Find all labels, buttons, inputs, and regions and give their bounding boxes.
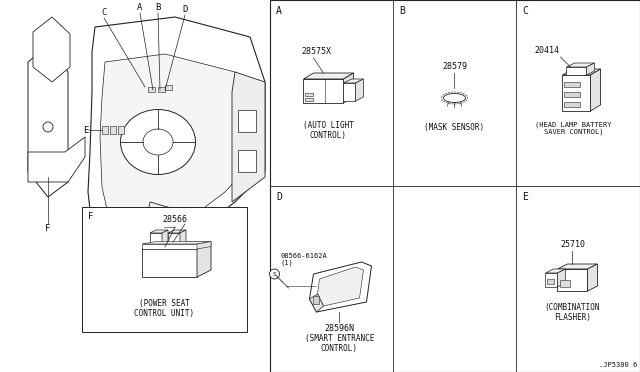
Polygon shape bbox=[344, 83, 355, 101]
Polygon shape bbox=[563, 75, 591, 111]
Polygon shape bbox=[33, 17, 70, 82]
Polygon shape bbox=[232, 72, 265, 202]
Text: D: D bbox=[182, 5, 188, 14]
Circle shape bbox=[269, 269, 280, 279]
Polygon shape bbox=[557, 264, 598, 269]
Bar bbox=[238, 110, 256, 132]
Bar bbox=[148, 87, 155, 92]
Text: 25710: 25710 bbox=[560, 240, 585, 249]
Polygon shape bbox=[355, 79, 364, 101]
Polygon shape bbox=[310, 294, 323, 312]
Text: 08566-6162A
(1): 08566-6162A (1) bbox=[280, 253, 327, 266]
Text: 28596N: 28596N bbox=[324, 324, 355, 333]
Polygon shape bbox=[142, 244, 197, 249]
Text: C: C bbox=[522, 6, 528, 16]
Text: (AUTO LIGHT
CONTROL): (AUTO LIGHT CONTROL) bbox=[303, 121, 354, 140]
Polygon shape bbox=[28, 137, 85, 182]
Text: (MASK SENSOR): (MASK SENSOR) bbox=[424, 123, 484, 132]
Polygon shape bbox=[168, 233, 180, 249]
Polygon shape bbox=[317, 267, 364, 306]
Text: S: S bbox=[273, 272, 276, 276]
Polygon shape bbox=[303, 73, 353, 79]
Polygon shape bbox=[310, 262, 371, 312]
Circle shape bbox=[43, 122, 53, 132]
Text: 20414: 20414 bbox=[534, 46, 559, 55]
Text: 28579: 28579 bbox=[442, 62, 467, 71]
Text: (COMBINATION
FLASHER): (COMBINATION FLASHER) bbox=[545, 303, 600, 323]
Polygon shape bbox=[557, 269, 588, 291]
Bar bbox=[564, 82, 580, 87]
Polygon shape bbox=[150, 230, 168, 233]
Polygon shape bbox=[197, 242, 211, 277]
Bar bbox=[110, 126, 116, 134]
Text: B: B bbox=[156, 3, 161, 12]
Bar bbox=[158, 87, 165, 92]
Bar bbox=[305, 97, 314, 101]
Text: D: D bbox=[276, 192, 282, 202]
Polygon shape bbox=[88, 17, 265, 260]
Polygon shape bbox=[591, 69, 600, 111]
Polygon shape bbox=[303, 79, 344, 103]
Polygon shape bbox=[566, 63, 595, 67]
Polygon shape bbox=[142, 242, 211, 249]
Ellipse shape bbox=[120, 109, 195, 174]
Polygon shape bbox=[100, 54, 248, 228]
Polygon shape bbox=[344, 79, 364, 83]
Bar bbox=[305, 93, 314, 96]
Polygon shape bbox=[586, 63, 595, 75]
Polygon shape bbox=[545, 269, 566, 273]
Polygon shape bbox=[28, 44, 68, 197]
Bar bbox=[270, 0, 640, 372]
Polygon shape bbox=[566, 67, 586, 75]
Polygon shape bbox=[168, 230, 186, 233]
Text: C: C bbox=[101, 8, 107, 17]
Text: 28566: 28566 bbox=[162, 215, 187, 224]
Text: B: B bbox=[399, 6, 405, 16]
Text: E: E bbox=[83, 125, 88, 135]
Bar bbox=[102, 126, 108, 134]
Text: 28575X: 28575X bbox=[301, 47, 332, 56]
Text: (SMART ENTRANCE
CONTROL): (SMART ENTRANCE CONTROL) bbox=[305, 334, 374, 353]
Ellipse shape bbox=[444, 93, 465, 103]
Text: E: E bbox=[522, 192, 528, 202]
Polygon shape bbox=[545, 273, 557, 287]
Bar bbox=[561, 280, 570, 287]
Polygon shape bbox=[150, 233, 162, 249]
Bar bbox=[564, 92, 580, 97]
Polygon shape bbox=[197, 241, 211, 249]
Bar bbox=[165, 85, 172, 90]
Ellipse shape bbox=[143, 129, 173, 155]
Text: A: A bbox=[276, 6, 282, 16]
Polygon shape bbox=[588, 264, 598, 291]
Polygon shape bbox=[142, 241, 211, 244]
Text: A: A bbox=[138, 3, 143, 12]
Polygon shape bbox=[162, 230, 168, 249]
Bar bbox=[238, 150, 256, 172]
Polygon shape bbox=[557, 269, 566, 287]
Polygon shape bbox=[180, 230, 186, 249]
Polygon shape bbox=[563, 69, 600, 75]
Bar bbox=[564, 102, 580, 107]
Polygon shape bbox=[142, 249, 197, 277]
Bar bbox=[547, 279, 554, 284]
Text: .JP5300 6: .JP5300 6 bbox=[599, 362, 637, 368]
Text: F: F bbox=[88, 212, 93, 221]
Polygon shape bbox=[145, 202, 220, 254]
Bar bbox=[82, 207, 247, 332]
Polygon shape bbox=[344, 73, 353, 103]
Bar bbox=[118, 126, 124, 134]
Text: (POWER SEAT
CONTROL UNIT): (POWER SEAT CONTROL UNIT) bbox=[134, 299, 195, 318]
Bar bbox=[314, 296, 319, 304]
Text: (HEAD LAMP BATTERY
SAVER CONTROL): (HEAD LAMP BATTERY SAVER CONTROL) bbox=[535, 121, 612, 135]
Text: F: F bbox=[45, 224, 51, 233]
